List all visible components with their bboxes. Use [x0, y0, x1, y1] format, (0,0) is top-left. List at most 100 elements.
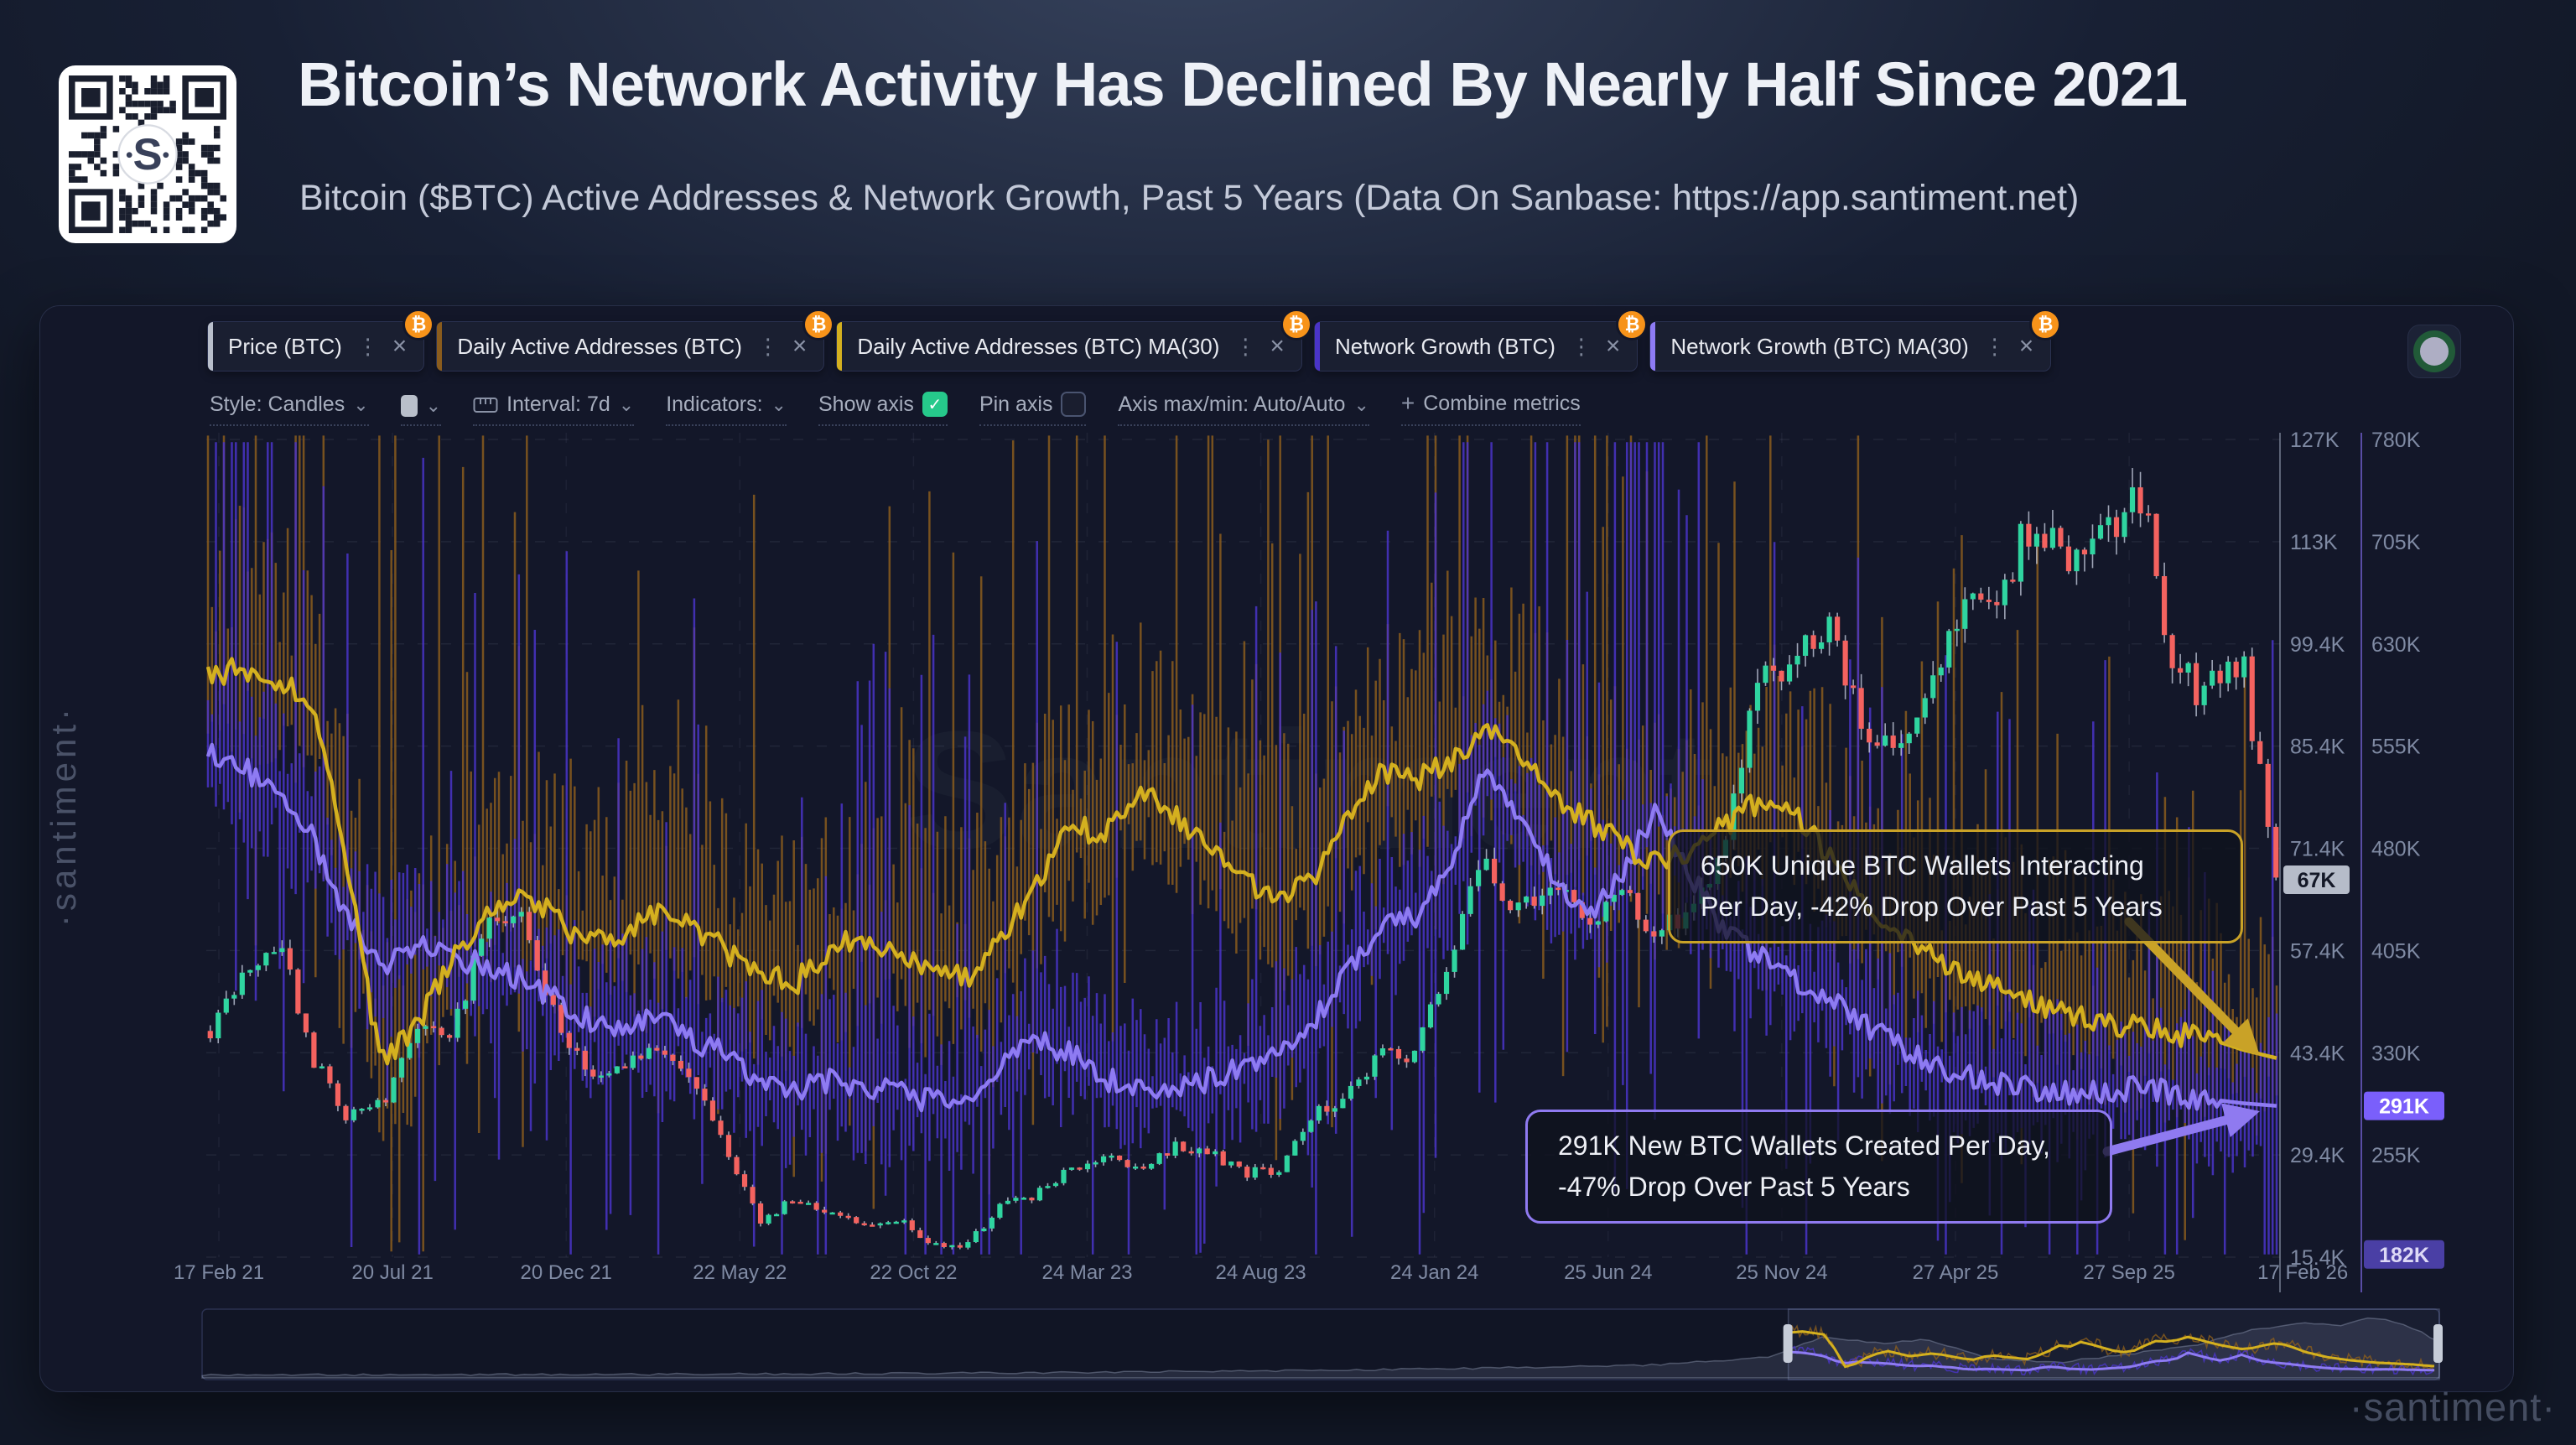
tab-close-icon[interactable]: ×: [2018, 332, 2034, 360]
axis-tick-label: 71.4K: [2290, 838, 2345, 861]
toolbar-label: Interval: 7d: [506, 392, 610, 416]
tab-daily-active-addresses-btc[interactable]: Daily Active Addresses (BTC) ⋮ × ₿: [436, 309, 835, 372]
candle-series: [207, 468, 2279, 1250]
x-axis-date-label: 24 Jan 24: [1390, 1261, 1478, 1284]
callout-daa-line1: 650K Unique BTC Wallets Interacting: [1701, 850, 2144, 881]
toolbar-label: Combine metrics: [1423, 391, 1581, 415]
toolbar-label: Pin axis: [979, 392, 1053, 416]
page-subtitle: Bitcoin ($BTC) Active Addresses & Networ…: [299, 178, 2080, 218]
tab-close-icon[interactable]: ×: [1270, 332, 1285, 360]
navigator-mini-series: [1791, 1330, 2435, 1369]
x-axis-date-label: 27 Sep 25: [2083, 1261, 2174, 1284]
bitcoin-badge-icon: ₿: [1616, 309, 1649, 340]
axis-value-badge: [2364, 1240, 2444, 1269]
qr-pattern: S: [69, 75, 226, 233]
qr-code: S: [59, 65, 236, 243]
metric-tabs: Price (BTC) ⋮ × ₿ Daily Active Addresses (BT…: [207, 309, 2062, 372]
axis-tick-label: 113K: [2290, 531, 2338, 554]
bitcoin-badge-icon: ₿: [2029, 309, 2062, 340]
navigator-mini-series: [1791, 1350, 2435, 1372]
tab-label: Price (BTC): [228, 333, 342, 359]
ma-line-series: [206, 742, 2277, 1113]
tab-kebab-menu-icon[interactable]: ⋮: [356, 334, 379, 359]
svg-text:S: S: [132, 130, 162, 179]
x-axis-date-label: 17 Feb 26: [2257, 1261, 2348, 1284]
x-axis-date-label: 17 Feb 21: [174, 1261, 264, 1284]
callout-arrow: [2102, 1103, 2260, 1157]
axis-tick-label: 15.4K: [2290, 1246, 2345, 1270]
brush-handle-right[interactable]: [2433, 1324, 2443, 1363]
brush-handle-left[interactable]: [1783, 1324, 1793, 1363]
tab-color-strip: [837, 322, 843, 371]
toolbar-interval[interactable]: Interval: 7d ⌄: [473, 392, 635, 426]
pin-axis-checkbox[interactable]: [1061, 392, 1087, 417]
toolbar-show-axis[interactable]: Show axis ✓: [818, 392, 948, 426]
x-axis-date-label: 22 May 22: [693, 1261, 787, 1284]
chart-panel: Price (BTC) ⋮ × ₿ Daily Active Addresses (BT…: [39, 305, 2514, 1392]
tab-color-strip: [437, 322, 443, 371]
axis-tick-label: 85.4K: [2290, 735, 2345, 759]
chart-toolbar: Style: Candles ⌄ ⌄ Interval: 7d ⌄ Indicators:…: [210, 390, 1581, 426]
x-axis-date-label: 24 Aug 23: [1216, 1261, 1306, 1284]
tab-color-strip: [1314, 322, 1320, 371]
axis-tick-label: 57.4K: [2290, 939, 2345, 963]
toolbar-label: Show axis: [818, 392, 914, 416]
axis-tick-label: 99.4K: [2290, 633, 2345, 657]
bitcoin-badge-icon: ₿: [1280, 309, 1312, 340]
toolbar-color[interactable]: ⌄: [400, 395, 442, 426]
show-axis-checkbox[interactable]: ✓: [922, 392, 948, 417]
axis-value-badge: [2364, 1091, 2444, 1120]
toolbar-combine[interactable]: + Combine metrics: [1400, 390, 1581, 426]
axis-tick-label: 630K: [2371, 633, 2421, 657]
tab-color-strip: [208, 322, 213, 371]
tab-network-growth-btc[interactable]: Network Growth (BTC) ⋮ × ₿: [1313, 309, 1649, 372]
bitcoin-badge-icon: ₿: [802, 309, 835, 340]
callout-daa-line2: Per Day, -42% Drop Over Past 5 Years: [1701, 891, 2163, 922]
tab-label: Network Growth (BTC): [1334, 333, 1555, 359]
tab-close-icon[interactable]: ×: [392, 332, 408, 360]
toolbar-pin-axis[interactable]: Pin axis: [979, 392, 1087, 426]
callout-ng: 291K New BTC Wallets Created Per Day, -4…: [1525, 1110, 2112, 1224]
axis-value-badge-label: 182K: [2379, 1244, 2429, 1267]
tab-daily-active-addresses-btc-ma-30[interactable]: Daily Active Addresses (BTC) MA(30) ⋮ × ₿: [836, 309, 1312, 372]
record-icon: [2413, 330, 2455, 372]
x-axis-date-label: 20 Jul 21: [351, 1261, 433, 1284]
tab-close-icon[interactable]: ×: [792, 332, 808, 360]
tab-label: Network Growth (BTC) MA(30): [1670, 333, 1969, 359]
x-axis-date-label: 25 Nov 24: [1736, 1261, 1827, 1284]
toolbar-label: Style: Candles: [210, 392, 345, 416]
watermark-left: ·santiment·: [44, 704, 83, 928]
tab-kebab-menu-icon[interactable]: ⋮: [1234, 334, 1257, 359]
tab-network-growth-btc-ma-30[interactable]: Network Growth (BTC) MA(30) ⋮ × ₿: [1649, 309, 2062, 372]
axis-value-badge-label: 291K: [2379, 1095, 2429, 1119]
tab-close-icon[interactable]: ×: [1605, 332, 1621, 360]
axis-tick-label: 255K: [2371, 1144, 2421, 1167]
tab-price-btc[interactable]: Price (BTC) ⋮ × ₿: [207, 309, 435, 372]
toolbar-style[interactable]: Style: Candles ⌄: [210, 392, 369, 426]
bitcoin-badge-icon: ₿: [402, 309, 435, 340]
x-axis-date-label: 22 Oct 22: [870, 1261, 957, 1284]
plot-area[interactable]: [206, 435, 2279, 1255]
tab-label: Daily Active Addresses (BTC) MA(30): [857, 333, 1220, 359]
callout-daa: 650K Unique BTC Wallets Interacting Per …: [1668, 829, 2243, 943]
plus-icon: +: [1400, 390, 1415, 416]
chevron-down-icon: ⌄: [425, 395, 442, 416]
toolbar-axis-minmax[interactable]: Axis max/min: Auto/Auto ⌄: [1118, 392, 1369, 426]
toolbar-indicators[interactable]: Indicators: ⌄: [666, 392, 787, 426]
axis-tick-label: 780K: [2371, 429, 2421, 452]
tab-kebab-menu-icon[interactable]: ⋮: [756, 334, 779, 359]
axis-tick-label: 127K: [2290, 429, 2340, 452]
callout-ng-line2: -47% Drop Over Past 5 Years: [1558, 1172, 1910, 1202]
right-axes: 127K 113K 99.4K 85.4K 71.4K 57.4K 43.4K 29.4K 15…: [2279, 429, 2444, 1292]
tab-kebab-menu-icon[interactable]: ⋮: [1983, 334, 2006, 359]
navigator[interactable]: [201, 1308, 2443, 1380]
callout-ng-line1: 291K New BTC Wallets Created Per Day,: [1558, 1131, 2050, 1161]
x-axis-date-label: 20 Dec 21: [520, 1261, 611, 1284]
record-button[interactable]: [2407, 325, 2461, 378]
chart-canvas[interactable]: Santiment127K113K99.4K85.4K71.4K57.4K43.…: [40, 306, 2513, 1391]
tab-kebab-menu-icon[interactable]: ⋮: [1570, 334, 1592, 359]
x-axis-date-label: 25 Jun 24: [1564, 1261, 1652, 1284]
toolbar-label: Axis max/min: Auto/Auto: [1118, 392, 1346, 416]
axis-value-badge: [2283, 865, 2350, 894]
